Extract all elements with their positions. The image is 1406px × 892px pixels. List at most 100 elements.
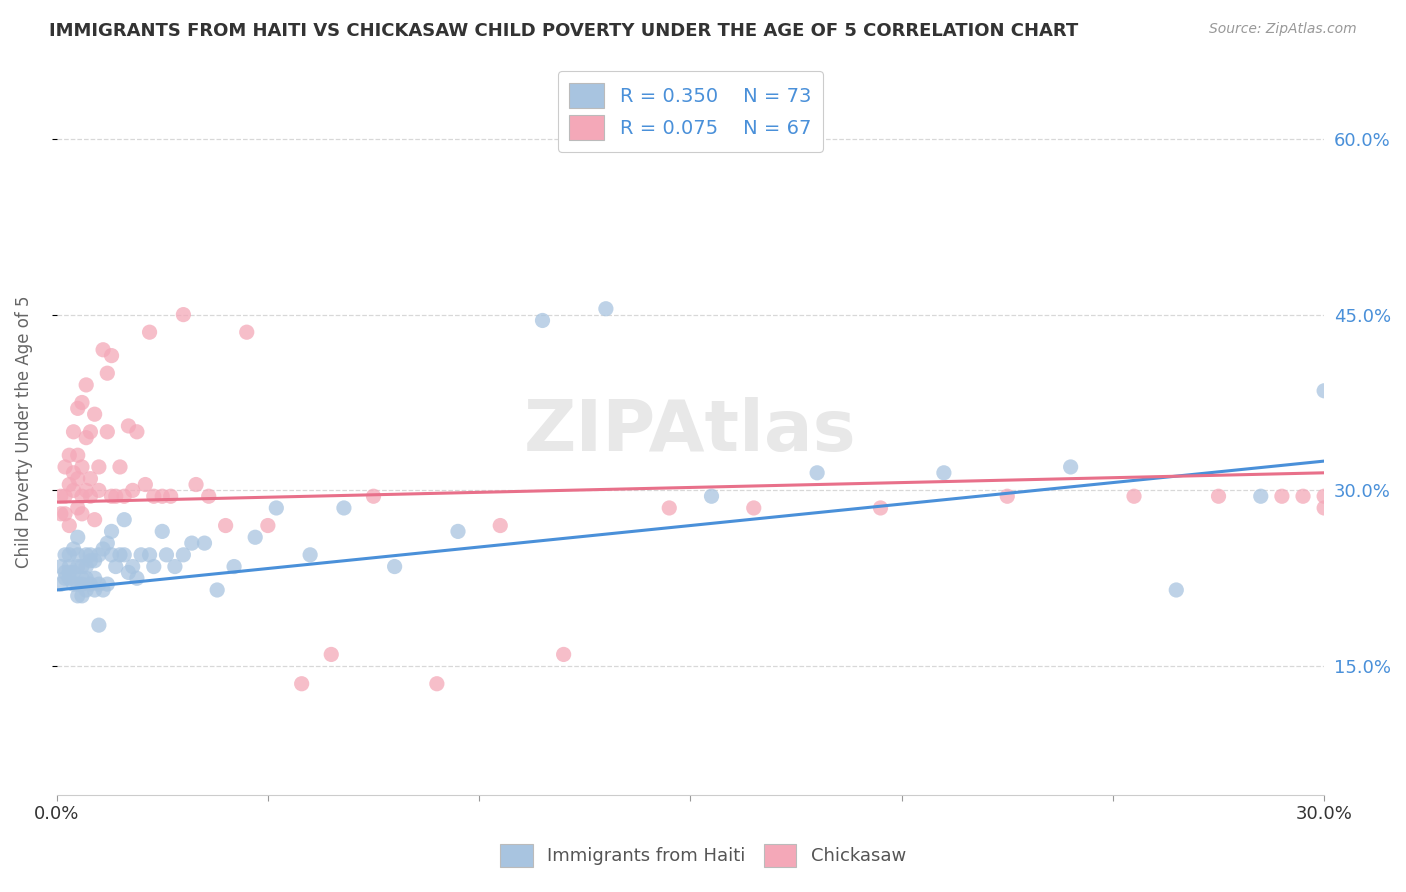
- Point: [100, 349, 122, 363]
- Point: [1059, 459, 1081, 474]
- Point: [112, 489, 135, 503]
- Point: [291, 677, 314, 691]
- Point: [53, 507, 76, 521]
- Point: [62, 541, 84, 556]
- Point: [104, 489, 127, 503]
- Point: [49, 577, 72, 591]
- Point: [104, 559, 127, 574]
- Point: [58, 548, 80, 562]
- Point: [193, 536, 215, 550]
- Point: [235, 325, 257, 339]
- Point: [79, 489, 101, 503]
- Point: [70, 577, 93, 591]
- Point: [142, 559, 165, 574]
- Point: [83, 513, 105, 527]
- Point: [932, 466, 955, 480]
- Point: [96, 577, 118, 591]
- Point: [426, 677, 449, 691]
- Point: [70, 571, 93, 585]
- Point: [299, 548, 322, 562]
- Point: [70, 459, 93, 474]
- Point: [75, 582, 97, 597]
- Point: [75, 378, 97, 392]
- Point: [155, 548, 177, 562]
- Point: [66, 472, 89, 486]
- Point: [58, 566, 80, 580]
- Point: [49, 507, 72, 521]
- Point: [70, 559, 93, 574]
- Point: [869, 500, 891, 515]
- Point: [91, 343, 114, 357]
- Point: [266, 500, 288, 515]
- Point: [108, 459, 131, 474]
- Point: [75, 559, 97, 574]
- Point: [91, 582, 114, 597]
- Point: [75, 483, 97, 498]
- Point: [96, 425, 118, 439]
- Point: [172, 308, 194, 322]
- Point: [125, 425, 148, 439]
- Point: [62, 483, 84, 498]
- Point: [121, 559, 143, 574]
- Point: [112, 513, 135, 527]
- Point: [447, 524, 470, 539]
- Point: [184, 477, 207, 491]
- Point: [742, 500, 765, 515]
- Point: [658, 500, 681, 515]
- Point: [66, 548, 89, 562]
- Point: [222, 559, 245, 574]
- Point: [53, 571, 76, 585]
- Point: [87, 483, 110, 498]
- Point: [58, 518, 80, 533]
- Point: [531, 313, 554, 327]
- Point: [1166, 582, 1188, 597]
- Point: [100, 524, 122, 539]
- Point: [75, 548, 97, 562]
- Point: [121, 483, 143, 498]
- Point: [79, 554, 101, 568]
- Point: [1313, 500, 1336, 515]
- Point: [62, 577, 84, 591]
- Point: [70, 589, 93, 603]
- Point: [117, 566, 139, 580]
- Point: [62, 566, 84, 580]
- Point: [1313, 489, 1336, 503]
- Point: [125, 571, 148, 585]
- Legend: Immigrants from Haiti, Chickasaw: Immigrants from Haiti, Chickasaw: [494, 837, 912, 874]
- Point: [150, 489, 173, 503]
- Point: [257, 518, 280, 533]
- Point: [553, 648, 575, 662]
- Point: [100, 548, 122, 562]
- Text: Source: ZipAtlas.com: Source: ZipAtlas.com: [1209, 22, 1357, 37]
- Point: [700, 489, 723, 503]
- Point: [66, 500, 89, 515]
- Point: [134, 477, 156, 491]
- Point: [806, 466, 828, 480]
- Point: [75, 571, 97, 585]
- Point: [489, 518, 512, 533]
- Point: [245, 530, 267, 544]
- Point: [58, 571, 80, 585]
- Point: [205, 582, 228, 597]
- Point: [70, 507, 93, 521]
- Point: [66, 589, 89, 603]
- Point: [96, 536, 118, 550]
- Point: [75, 431, 97, 445]
- Point: [142, 489, 165, 503]
- Point: [53, 548, 76, 562]
- Point: [66, 401, 89, 416]
- Point: [87, 548, 110, 562]
- Point: [53, 566, 76, 580]
- Point: [163, 559, 186, 574]
- Point: [58, 448, 80, 462]
- Point: [1313, 384, 1336, 398]
- Point: [62, 466, 84, 480]
- Point: [112, 548, 135, 562]
- Point: [62, 425, 84, 439]
- Point: [172, 548, 194, 562]
- Point: [79, 577, 101, 591]
- Point: [66, 448, 89, 462]
- Point: [1271, 489, 1294, 503]
- Point: [58, 559, 80, 574]
- Point: [595, 301, 617, 316]
